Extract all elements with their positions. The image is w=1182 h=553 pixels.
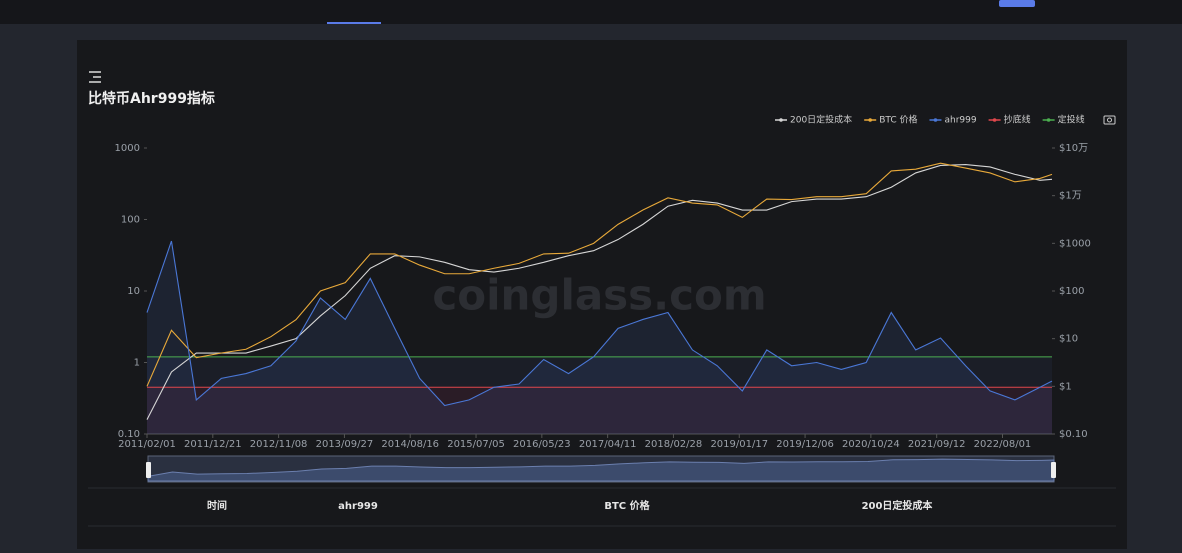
x-tick-label: 2011/12/21	[184, 439, 242, 450]
nav-bar	[0, 0, 1182, 24]
x-tick-label: 2022/08/01	[974, 439, 1032, 450]
bottom-zone	[147, 387, 1052, 434]
y2-tick-label: $1000	[1059, 238, 1091, 249]
series-line	[146, 240, 1053, 407]
x-tick-label: 2019/01/17	[710, 439, 768, 450]
legend-dot	[1046, 118, 1051, 122]
x-tick-label: 2017/04/11	[579, 439, 637, 450]
y-tick-label: 1	[134, 358, 140, 369]
y-tick-label: 100	[121, 215, 140, 226]
table-header: 200日定投成本	[862, 499, 934, 512]
x-tick-label: 2019/12/06	[776, 439, 834, 450]
legend-label[interactable]: 定投线	[1058, 114, 1085, 126]
series-line	[146, 162, 1053, 387]
x-tick-label: 2021/09/12	[908, 439, 966, 450]
y-tick-label: 1000	[115, 143, 140, 154]
legend-dot	[779, 118, 783, 122]
x-tick-label: 2012/11/08	[250, 439, 308, 450]
table-header: ahr999	[338, 501, 378, 512]
chart-title: 比特币Ahr999指标	[88, 90, 215, 107]
legend-label[interactable]: ahr999	[944, 116, 976, 126]
watermark: coinglass.com	[432, 271, 766, 320]
x-tick-label: 2013/09/27	[316, 439, 374, 450]
menu-icon[interactable]	[89, 71, 101, 83]
y2-tick-label: $100	[1059, 286, 1084, 297]
y-tick-label: 10	[127, 286, 140, 297]
y2-tick-label: $10万	[1059, 143, 1088, 154]
x-tick-label: 2020/10/24	[842, 439, 900, 450]
legend-label[interactable]: 抄底线	[1004, 114, 1031, 126]
mid-zone	[147, 356, 1052, 388]
y2-tick-label: $1	[1059, 381, 1072, 392]
x-tick-label: 2018/02/28	[645, 439, 703, 450]
table-header: BTC 价格	[604, 499, 650, 512]
nav-button[interactable]	[999, 0, 1035, 7]
y2-tick-label: $0.10	[1059, 429, 1088, 440]
legend-dot	[992, 118, 997, 122]
y2-tick-label: $10	[1059, 334, 1078, 345]
zoom-handle[interactable]	[146, 462, 151, 478]
legend-dot	[868, 118, 872, 122]
x-tick-label: 2016/05/23	[513, 439, 571, 450]
x-tick-label: 2014/08/16	[381, 439, 439, 450]
zoom-handle[interactable]	[1051, 462, 1056, 478]
y-tick-label: 0.10	[118, 429, 140, 440]
y2-tick-label: $1万	[1059, 191, 1082, 202]
table-header: 时间	[207, 499, 227, 512]
nav-active	[327, 22, 381, 24]
zoom-preview	[147, 458, 1055, 482]
legend-dot	[933, 118, 938, 122]
legend-label[interactable]: 200日定投成本	[790, 114, 852, 126]
camera-icon[interactable]	[1103, 115, 1116, 125]
legend-label[interactable]: BTC 价格	[879, 114, 917, 126]
ahr999-area	[147, 241, 1052, 434]
x-tick-label: 2011/02/01	[118, 439, 176, 450]
x-tick-label: 2015/07/05	[447, 439, 505, 450]
